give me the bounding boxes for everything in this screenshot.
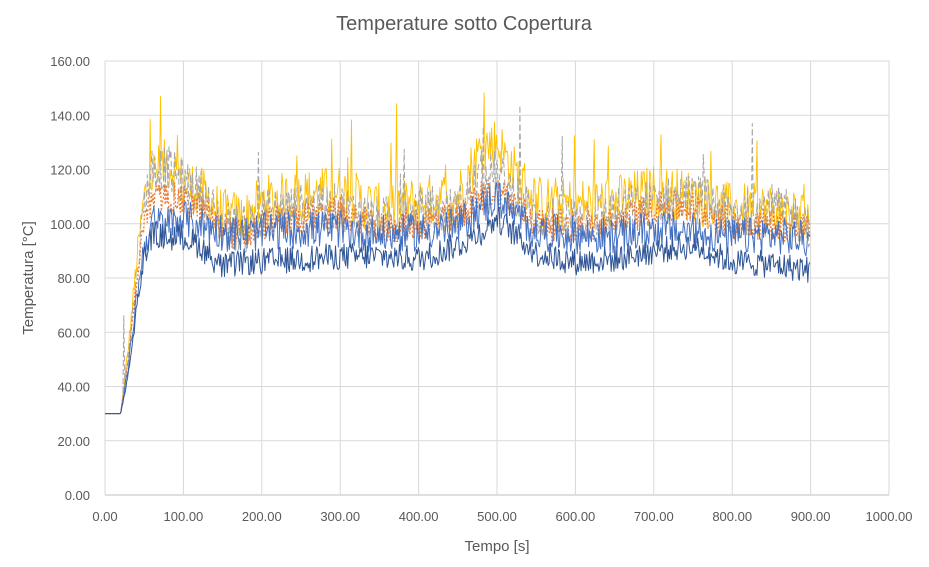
x-tick-label: 300.00: [320, 509, 360, 524]
x-tick-label: 800.00: [712, 509, 752, 524]
y-tick-labels: 0.00 20.00 40.00 60.00 80.00 100.00 120.00 140.…: [50, 54, 90, 503]
x-tick-label: 100.00: [164, 509, 204, 524]
y-tick-label: 140.00: [50, 108, 90, 123]
x-tick-label: 600.00: [556, 509, 596, 524]
y-tick-label: 80.00: [57, 271, 90, 286]
x-tick-label: 400.00: [399, 509, 439, 524]
y-tick-label: 160.00: [50, 54, 90, 69]
y-tick-label: 0.00: [65, 488, 90, 503]
x-tick-label: 1000.00: [866, 509, 913, 524]
x-axis-title: Tempo [s]: [464, 538, 529, 555]
series-lines: [105, 92, 811, 415]
x-tick-label: 0.00: [92, 509, 117, 524]
x-tick-labels: 0.00 100.00 200.00 300.00 400.00 500.00 600.00…: [92, 509, 912, 524]
y-tick-label: 60.00: [57, 325, 90, 340]
x-tick-label: 900.00: [791, 509, 831, 524]
y-tick-label: 100.00: [50, 217, 90, 232]
y-tick-label: 120.00: [50, 163, 90, 178]
chart-title: Temperature sotto Copertura: [336, 13, 593, 35]
x-tick-label: 500.00: [477, 509, 517, 524]
series-line-4: [105, 182, 811, 415]
y-axis-title: Temperatura [°C]: [20, 221, 37, 335]
x-tick-label: 700.00: [634, 509, 674, 524]
y-tick-label: 20.00: [57, 434, 90, 449]
x-tick-label: 200.00: [242, 509, 282, 524]
series-line-5: [105, 207, 811, 415]
y-tick-label: 40.00: [57, 380, 90, 395]
